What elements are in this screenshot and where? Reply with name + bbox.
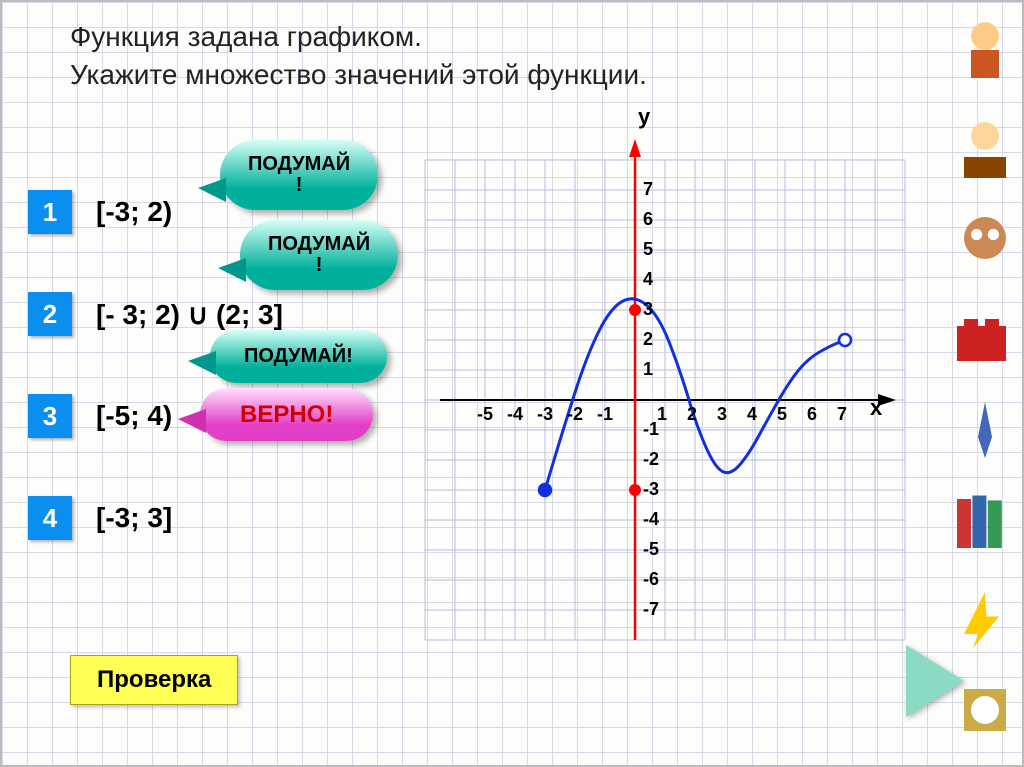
answer-number: 3 — [28, 394, 72, 438]
x-tick: 5 — [777, 404, 787, 425]
feedback-bubble-2: ПОДУМАЙ ! — [240, 220, 398, 290]
answer-text: [-5; 4) — [96, 400, 172, 432]
feedback-bubble-1: ПОДУМАЙ ! — [220, 140, 378, 210]
feedback-bubble-3: ПОДУМАЙ! — [210, 330, 387, 383]
x-tick: -3 — [537, 404, 553, 425]
y-tick: -1 — [643, 419, 659, 440]
y-tick: 5 — [643, 239, 653, 260]
y-tick: -4 — [643, 509, 659, 530]
y-tick: 2 — [643, 329, 653, 350]
question-title: Функция задана графиком. Укажите множест… — [70, 18, 647, 94]
y-tick: 7 — [643, 179, 653, 200]
answer-option-4[interactable]: 4 [-3; 3] — [28, 496, 283, 540]
x-tick: 2 — [687, 404, 697, 425]
title-line-2: Укажите множество значений этой функции. — [70, 59, 647, 90]
y-tick: 6 — [643, 209, 653, 230]
x-tick: 6 — [807, 404, 817, 425]
x-tick: -4 — [507, 404, 523, 425]
y-tick: -7 — [643, 599, 659, 620]
x-tick: 4 — [747, 404, 757, 425]
title-line-1: Функция задана графиком. — [70, 21, 422, 52]
x-axis-label: x — [870, 395, 882, 421]
x-tick: 7 — [837, 404, 847, 425]
answer-text: [-3; 3] — [96, 502, 172, 534]
answer-number: 1 — [28, 190, 72, 234]
y-tick: 1 — [643, 359, 653, 380]
y-tick: -5 — [643, 539, 659, 560]
y-axis-label: y — [638, 104, 650, 130]
y-tick: 3 — [643, 299, 653, 320]
x-tick: -2 — [567, 404, 583, 425]
y-tick: -2 — [643, 449, 659, 470]
check-button[interactable]: Проверка — [70, 655, 238, 705]
answer-number: 2 — [28, 292, 72, 336]
feedback-bubble-correct: ВЕРНО! — [200, 388, 373, 441]
function-chart: y x -5-4-3-2-112345677654321-1-2-3-4-5-6… — [380, 110, 920, 650]
x-tick: -5 — [477, 404, 493, 425]
answer-text: [- 3; 2) ∪ (2; 3] — [96, 298, 283, 331]
answer-text: [-3; 2) — [96, 196, 172, 228]
x-tick: -1 — [597, 404, 613, 425]
y-tick: 4 — [643, 269, 653, 290]
y-tick: -6 — [643, 569, 659, 590]
answer-number: 4 — [28, 496, 72, 540]
x-tick: 3 — [717, 404, 727, 425]
y-tick: -3 — [643, 479, 659, 500]
